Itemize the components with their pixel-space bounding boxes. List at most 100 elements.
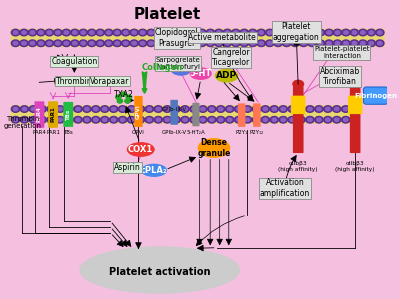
Circle shape bbox=[172, 40, 181, 47]
Circle shape bbox=[92, 117, 100, 123]
Circle shape bbox=[72, 42, 77, 45]
Circle shape bbox=[83, 117, 91, 123]
Circle shape bbox=[67, 107, 71, 111]
Circle shape bbox=[94, 107, 98, 111]
Circle shape bbox=[11, 117, 20, 123]
Text: αIIbβ3
(high affinity): αIIbβ3 (high affinity) bbox=[278, 161, 318, 172]
Circle shape bbox=[200, 42, 204, 45]
Circle shape bbox=[13, 118, 18, 121]
Circle shape bbox=[215, 29, 223, 36]
Circle shape bbox=[127, 106, 136, 112]
Circle shape bbox=[369, 31, 374, 34]
Circle shape bbox=[65, 106, 73, 112]
FancyBboxPatch shape bbox=[293, 86, 304, 153]
Circle shape bbox=[181, 40, 189, 47]
Circle shape bbox=[40, 107, 44, 111]
Circle shape bbox=[189, 40, 198, 47]
Circle shape bbox=[138, 118, 143, 121]
Circle shape bbox=[30, 42, 35, 45]
Circle shape bbox=[316, 29, 325, 36]
Circle shape bbox=[140, 42, 145, 45]
Circle shape bbox=[327, 42, 331, 45]
Circle shape bbox=[342, 40, 350, 47]
Circle shape bbox=[250, 42, 255, 45]
Circle shape bbox=[227, 107, 232, 111]
Text: Aspirin: Aspirin bbox=[114, 163, 141, 172]
Text: Cangrelor
Ticagrelor: Cangrelor Ticagrelor bbox=[212, 48, 250, 67]
Circle shape bbox=[106, 31, 111, 34]
Circle shape bbox=[245, 118, 250, 121]
Circle shape bbox=[145, 106, 154, 112]
Circle shape bbox=[301, 42, 306, 45]
Ellipse shape bbox=[293, 80, 304, 88]
FancyBboxPatch shape bbox=[192, 103, 200, 126]
Circle shape bbox=[208, 42, 213, 45]
FancyBboxPatch shape bbox=[10, 105, 351, 123]
Circle shape bbox=[85, 118, 89, 121]
Circle shape bbox=[190, 106, 198, 112]
Circle shape bbox=[156, 118, 160, 121]
Circle shape bbox=[240, 29, 248, 36]
Circle shape bbox=[183, 107, 187, 111]
Circle shape bbox=[54, 29, 62, 36]
Text: Vorapaxar: Vorapaxar bbox=[90, 77, 129, 86]
Circle shape bbox=[13, 42, 18, 45]
Circle shape bbox=[234, 42, 238, 45]
Circle shape bbox=[301, 31, 306, 34]
Circle shape bbox=[30, 31, 35, 34]
Circle shape bbox=[20, 29, 28, 36]
Circle shape bbox=[257, 29, 265, 36]
Circle shape bbox=[166, 31, 170, 34]
Circle shape bbox=[342, 117, 350, 123]
Circle shape bbox=[29, 106, 38, 112]
Circle shape bbox=[154, 106, 162, 112]
Circle shape bbox=[310, 31, 314, 34]
Circle shape bbox=[183, 31, 187, 34]
Circle shape bbox=[45, 29, 54, 36]
Ellipse shape bbox=[198, 139, 230, 157]
Circle shape bbox=[232, 29, 240, 36]
Circle shape bbox=[308, 40, 316, 47]
Circle shape bbox=[270, 106, 278, 112]
Circle shape bbox=[290, 118, 294, 121]
Circle shape bbox=[28, 29, 37, 36]
Circle shape bbox=[259, 31, 264, 34]
Circle shape bbox=[181, 29, 189, 36]
Circle shape bbox=[115, 42, 120, 45]
Circle shape bbox=[254, 107, 259, 111]
Circle shape bbox=[172, 106, 180, 112]
Circle shape bbox=[324, 117, 332, 123]
Circle shape bbox=[282, 29, 291, 36]
Circle shape bbox=[291, 40, 299, 47]
Circle shape bbox=[20, 117, 29, 123]
Circle shape bbox=[111, 118, 116, 121]
Circle shape bbox=[252, 117, 261, 123]
Circle shape bbox=[223, 29, 232, 36]
Circle shape bbox=[56, 42, 60, 45]
Text: Sarpogrelate
Naftidrofuryl: Sarpogrelate Naftidrofuryl bbox=[156, 57, 200, 70]
Circle shape bbox=[94, 118, 98, 121]
Circle shape bbox=[317, 107, 321, 111]
Text: Dense
granule: Dense granule bbox=[197, 138, 231, 158]
Circle shape bbox=[132, 42, 136, 45]
Circle shape bbox=[210, 118, 214, 121]
Circle shape bbox=[136, 106, 145, 112]
Text: TXA2: TXA2 bbox=[114, 90, 134, 99]
Circle shape bbox=[315, 117, 323, 123]
Circle shape bbox=[299, 107, 303, 111]
Circle shape bbox=[118, 106, 127, 112]
Circle shape bbox=[126, 95, 132, 99]
Text: P2Y₁: P2Y₁ bbox=[236, 130, 248, 135]
Circle shape bbox=[342, 29, 350, 36]
Circle shape bbox=[306, 117, 314, 123]
Circle shape bbox=[343, 118, 348, 121]
Circle shape bbox=[218, 107, 223, 111]
Circle shape bbox=[136, 117, 145, 123]
Circle shape bbox=[281, 107, 286, 111]
Circle shape bbox=[225, 31, 230, 34]
Text: Platelet: Platelet bbox=[134, 7, 201, 22]
Circle shape bbox=[310, 42, 314, 45]
Circle shape bbox=[223, 40, 232, 47]
Circle shape bbox=[113, 29, 121, 36]
Circle shape bbox=[236, 107, 241, 111]
